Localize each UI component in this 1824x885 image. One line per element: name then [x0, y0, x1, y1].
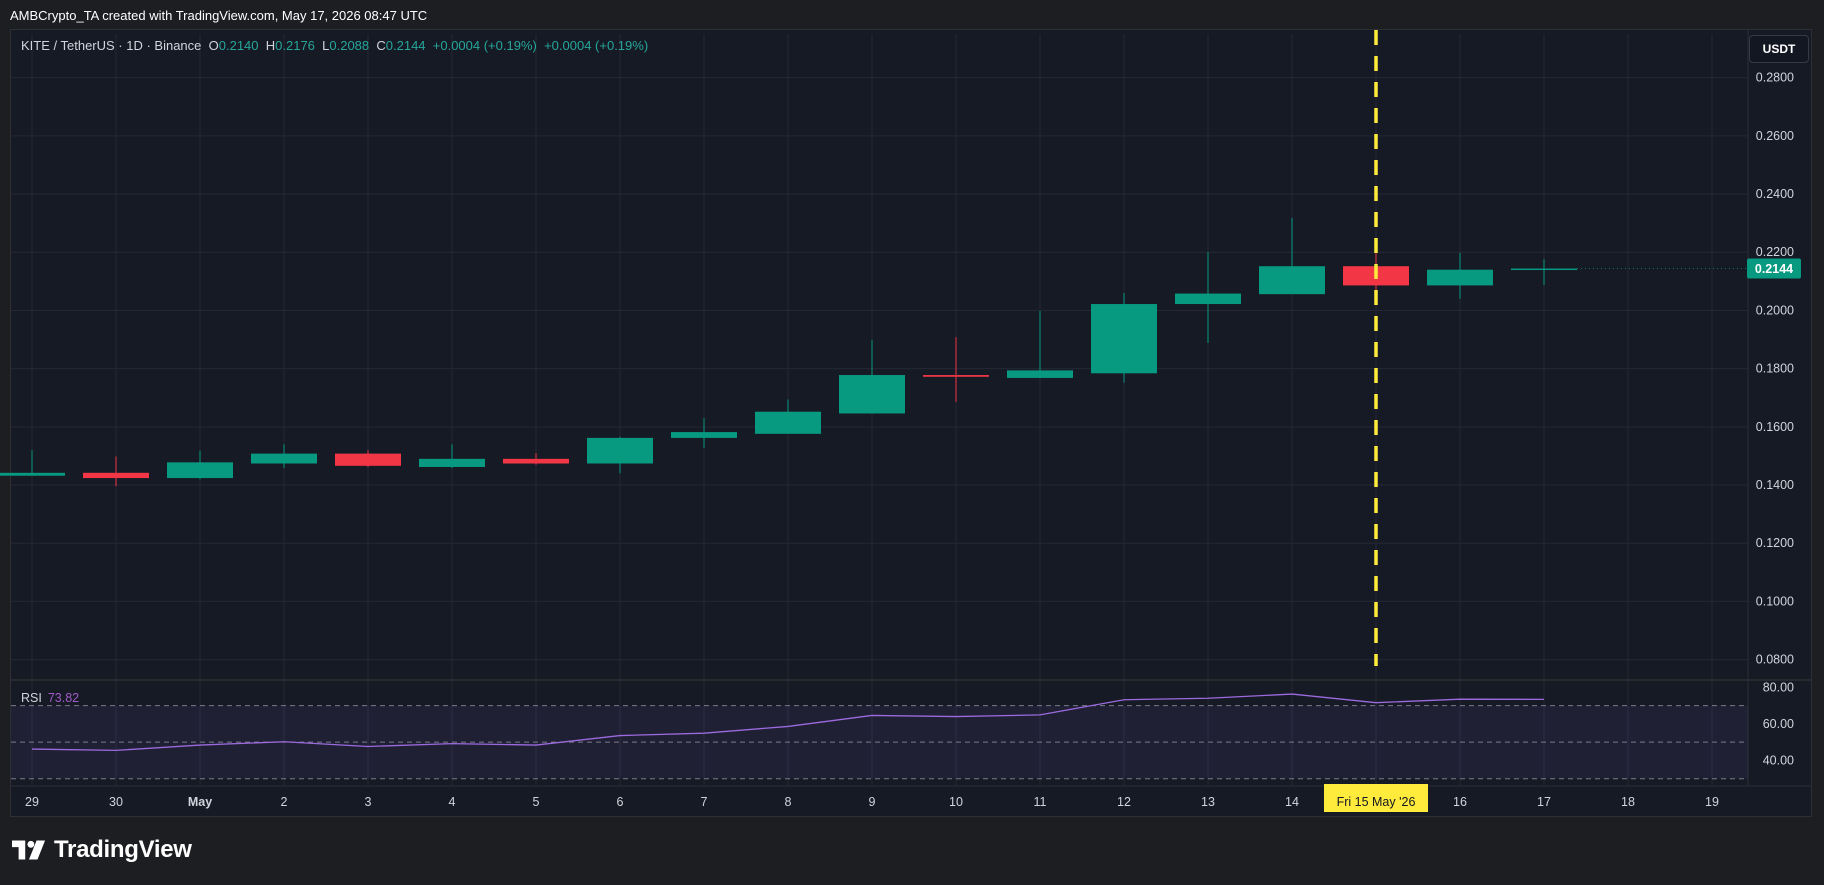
candle-body [587, 437, 653, 464]
close-value: 0.2144 [385, 38, 426, 53]
time-tick-label: 9 [869, 795, 876, 809]
price-tick-label: 0.1200 [1756, 536, 1794, 550]
price-tick-label: 0.1000 [1756, 594, 1794, 608]
price-tick-label: 0.2600 [1756, 129, 1794, 143]
rsi-value: 73.82 [47, 691, 80, 705]
chart-frame[interactable] [10, 29, 1812, 817]
tradingview-logo-icon [12, 840, 46, 860]
time-tick-label: 18 [1621, 795, 1635, 809]
candle-body [503, 458, 569, 464]
rsi-line [31, 693, 1545, 752]
time-tick-label: 14 [1285, 795, 1299, 809]
open-value: 0.2140 [218, 38, 259, 53]
candle-body [1091, 304, 1157, 374]
time-tick-label: 10 [949, 795, 963, 809]
time-tick-label: 7 [701, 795, 708, 809]
time-tick-label: 19 [1705, 795, 1719, 809]
tradingview-logo-text: TradingView [54, 836, 192, 863]
time-tick-label: 2 [281, 795, 288, 809]
time-tick-label: 17 [1537, 795, 1551, 809]
candle-body [0, 472, 65, 476]
time-tick-label: 5 [533, 795, 540, 809]
candle-body [335, 453, 401, 466]
symbol-legend: KITE / TetherUS · 1D · Binance O0.2140 H… [21, 38, 648, 53]
candle-body [755, 411, 821, 434]
attribution-text: AMBCrypto_TA created with TradingView.co… [10, 8, 428, 23]
last-price-label: 0.2144 [1755, 262, 1793, 276]
time-tick-label: 29 [25, 795, 39, 809]
tradingview-logo[interactable]: TradingView [12, 836, 192, 864]
price-tick-label: 0.1600 [1756, 420, 1794, 434]
candle-body [419, 458, 485, 467]
time-tick-label: 11 [1034, 795, 1047, 809]
candle-body [1175, 293, 1241, 305]
candle-body [1427, 269, 1493, 286]
price-tick-label: 0.1400 [1756, 478, 1794, 492]
time-tick-label: 3 [365, 795, 372, 809]
rsi-tick-label: 40.00 [1763, 753, 1794, 767]
time-tick-label: 6 [617, 795, 624, 809]
candle-body [671, 432, 737, 438]
candle-body [839, 375, 905, 414]
price-tick-label: 0.2400 [1756, 187, 1794, 201]
candle-body [167, 462, 233, 479]
chart-canvas[interactable]: 0.2800 0.2600 0.2400 0.2200 0.2000 0.1800 0.16… [0, 0, 1824, 817]
rsi-tick-label: 60.00 [1763, 717, 1794, 731]
close-label: C [376, 38, 386, 53]
low-value: 0.2088 [329, 38, 370, 53]
time-tick-label: 8 [785, 795, 792, 809]
low-label: L [322, 38, 330, 53]
candle-body [83, 472, 149, 479]
currency-button[interactable]: USDT [1749, 35, 1809, 63]
last-price-tag [1747, 258, 1801, 279]
symbol-name[interactable]: KITE / TetherUS · 1D · Binance [21, 38, 202, 53]
time-tick-label: 4 [449, 795, 456, 809]
rsi-tick-label: 80.00 [1763, 680, 1794, 694]
top-bar: AMBCrypto_TA created with TradingView.co… [0, 0, 1824, 34]
rsi-legend[interactable]: RSI 73.82 [21, 691, 79, 705]
crosshair-date-label: Fri 15 May '26 [1337, 795, 1416, 809]
crosshair-date-tag [1324, 784, 1428, 812]
high-value: 0.2176 [275, 38, 315, 53]
candle-body [1259, 266, 1325, 295]
price-tick-label: 0.2800 [1756, 71, 1794, 85]
price-tick-label: 0.1800 [1756, 362, 1794, 376]
candle-body [251, 453, 317, 464]
time-tick-label: 30 [109, 795, 123, 809]
candle-body [923, 375, 989, 377]
footer-bar [0, 817, 1824, 885]
change-value-2: +0.0004 (+0.19%) [544, 38, 649, 53]
time-tick-label: 16 [1453, 795, 1467, 809]
open-label: O [208, 38, 219, 53]
candle-body [1007, 370, 1073, 378]
change-value: +0.0004 (+0.19%) [432, 38, 537, 53]
time-tick-label: 13 [1201, 795, 1215, 809]
candle-body [1511, 268, 1577, 271]
time-tick-label: 12 [1117, 795, 1131, 809]
high-label: H [265, 38, 276, 53]
rsi-name: RSI [21, 691, 42, 705]
time-tick-label: May [188, 795, 212, 809]
price-tick-label: 0.2200 [1756, 245, 1794, 259]
price-tick-label: 0.2000 [1756, 303, 1794, 317]
price-tick-label: 0.0800 [1756, 653, 1794, 667]
